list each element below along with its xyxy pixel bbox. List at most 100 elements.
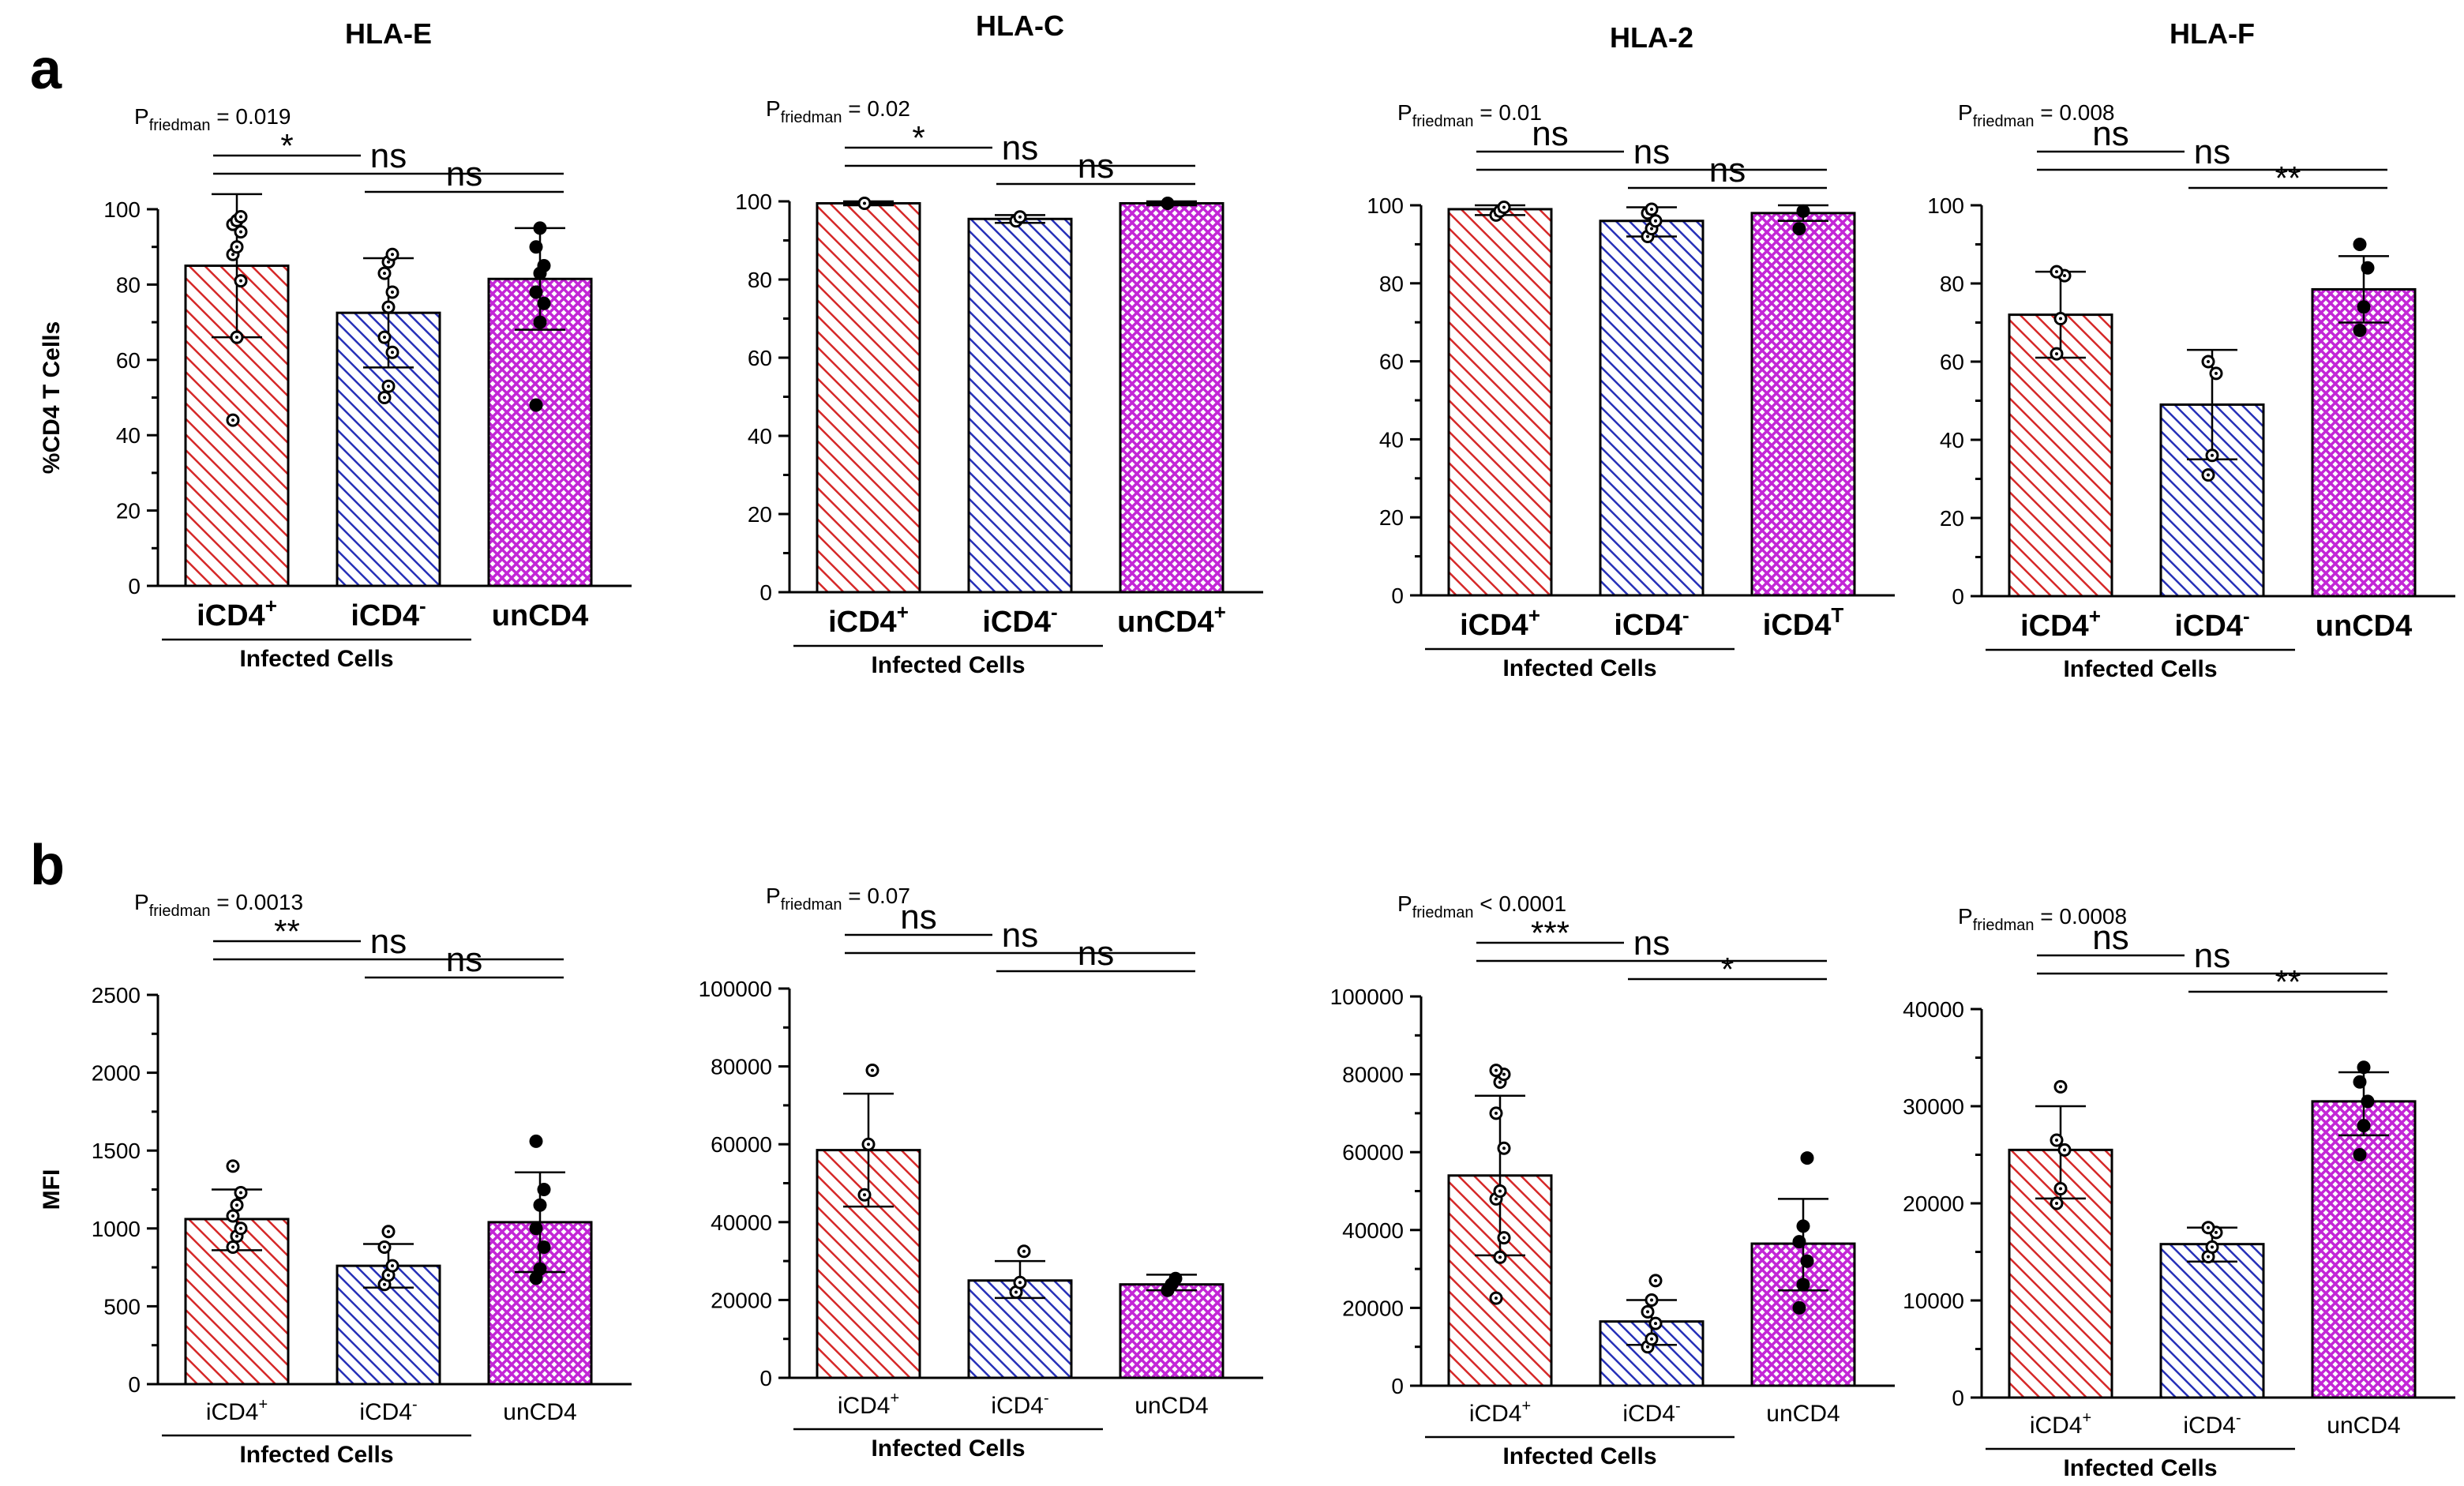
data-point-center [863,201,866,205]
y-tick-label: 100 [1927,193,1964,218]
y-tick-label: 60000 [711,1132,772,1157]
chart-6: 0 20000 40000 60000 80000 100000 iCD4+ iCD4- unC… [1330,891,1895,1469]
group-label: Infected Cells [239,1442,393,1468]
data-point-center [387,1229,390,1233]
bar-iCD4+ [1447,208,1553,597]
significance-label: ns [1078,147,1114,186]
x-tick-label: iCD4+ [197,594,277,632]
x-tick-label: iCD4+ [1460,603,1540,642]
x-tick-label: iCD4- [351,594,426,632]
data-point-center [871,1068,874,1072]
x-tick-label: iCD4- [1622,1398,1680,1427]
chart-title: HLA-2 [1610,21,1693,54]
y-tick-label: 20000 [1342,1296,1404,1320]
data-point [1796,1278,1810,1292]
bar-iCD4- [967,217,1073,594]
significance-label: ns [370,137,407,175]
x-tick-label: iCD4+ [2030,1409,2091,1439]
bar-iCD4- [1599,220,1705,597]
data-point-center [387,306,390,310]
data-point-center [391,253,394,257]
y-tick-label: 80000 [711,1055,772,1079]
y-tick-label: 60 [1379,350,1404,374]
significance-label: * [280,127,293,164]
y-tick-label: 40000 [1903,997,1964,1022]
data-point-center [1654,1322,1657,1326]
x-tick-label: iCD4+ [838,1390,899,1419]
group-label: Infected Cells [871,652,1025,678]
data-point-center [239,230,242,234]
significance-label: ns [1002,129,1038,167]
data-point [529,1221,543,1236]
y-tick-label: 0 [759,580,772,605]
data-point [2361,261,2375,275]
y-tick-label: 2500 [92,983,141,1008]
data-point-center [1014,1290,1018,1294]
y-tick-label: 100 [1367,193,1404,218]
x-tick-label: unCD4 [2327,1413,2400,1439]
y-axis-label: %CD4 T Cells [39,321,65,474]
significance-label: ** [2275,963,2301,1000]
data-point-center [2059,1085,2062,1089]
significance-label: ns [1633,133,1670,171]
y-tick-label: 20 [748,502,772,527]
data-point-center [387,1273,390,1277]
x-tick-label: iCD4+ [206,1396,268,1425]
data-point-center [1654,219,1657,223]
x-tick-label: iCD4+ [2020,604,2101,643]
y-tick-label: 20 [1940,506,1964,531]
chart-4: 0 500 1000 1500 2000 2500 MFI iCD4+ iCD4- unCD4 In… [39,890,632,1468]
y-tick-label: 40000 [1342,1218,1404,1243]
y-tick-label: 20000 [1903,1191,1964,1216]
x-tick-label: iCD4+ [828,600,909,639]
y-tick-label: 0 [1391,584,1404,608]
significance-label: ns [2092,918,2128,957]
p-friedman-label: Pfriedman = 0.02 [766,96,910,126]
data-point-center [2215,1230,2218,1234]
x-tick-label: iCD4- [359,1396,417,1425]
y-tick-label: 0 [1952,1386,1964,1410]
data-point-center [391,290,394,294]
bar-unCD4 [2311,1100,2417,1399]
data-point [533,1262,547,1276]
significance-label: * [1721,951,1734,988]
y-tick-label: 100 [103,197,141,222]
chart-3: HLA-F 0 20 40 60 80 100 iCD4+ iCD4- unCD4 Infected… [1927,17,2455,682]
y-tick-label: 0 [1952,584,1964,609]
y-tick-label: 40 [116,423,141,448]
y-tick-label: 0 [128,574,141,599]
significance-label: ns [2194,936,2230,975]
x-tick-label: unCD4 [1766,1401,1840,1427]
chart-title: HLA-C [976,9,1064,42]
data-point [1800,1151,1814,1165]
y-tick-label: 80 [748,268,772,292]
data-point-center [1650,1337,1653,1341]
data-point-center [2207,473,2210,477]
data-point [1796,204,1810,218]
y-tick-label: 60000 [1342,1140,1404,1165]
y-tick-label: 60 [116,348,141,373]
data-point-center [1502,1072,1506,1076]
significance-label: ns [370,922,407,961]
data-point [1800,1254,1814,1268]
data-point-center [387,385,390,388]
data-point [2357,300,2371,314]
significance-label: ns [446,940,482,979]
x-tick-label: unCD4+ [1117,600,1226,639]
group-label: Infected Cells [2063,1455,2217,1481]
p-friedman-label: Pfriedman = 0.0008 [1958,904,2127,934]
p-friedman-label: Pfriedman < 0.0001 [1397,891,1566,921]
chart-0: HLA-E 0 20 40 60 80 100 %CD4 T Cells iCD4+ iCD4- u… [39,17,632,672]
data-point-center [1502,1236,1506,1240]
data-point-center [1650,207,1653,211]
y-tick-label: 40000 [711,1210,772,1235]
data-point-center [2059,317,2062,321]
data-point-center [1495,1111,1498,1115]
data-point [1796,1219,1810,1233]
group-label: Infected Cells [239,646,393,672]
significance-label: ns [2194,133,2230,171]
data-point-center [1498,1255,1502,1259]
y-tick-label: 80 [1940,272,1964,296]
y-tick-label: 0 [1391,1374,1404,1398]
data-point [537,259,551,273]
